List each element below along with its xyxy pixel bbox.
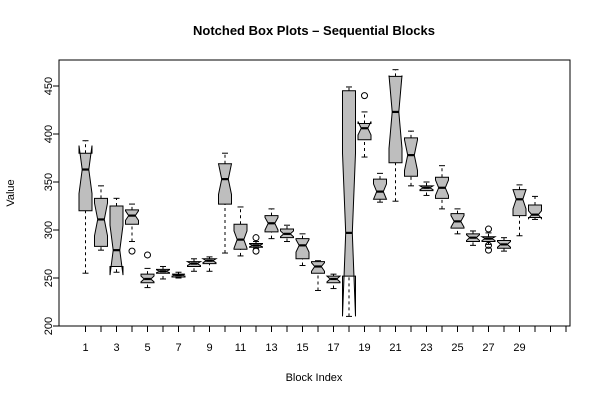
x-tick-label: 5 <box>144 342 150 354</box>
x-tick-label: 9 <box>206 342 212 354</box>
outlier-point <box>485 241 492 249</box>
y-tick-label: 400 <box>43 125 55 143</box>
x-tick-label: 27 <box>482 342 494 354</box>
notched-box <box>94 197 108 247</box>
y-axis-label: Value <box>5 179 17 206</box>
x-tick-label: 25 <box>451 342 463 354</box>
x-tick-label: 7 <box>175 342 181 354</box>
box-25 <box>450 208 465 235</box>
x-tick-label: 11 <box>235 342 246 354</box>
box-23 <box>418 181 435 196</box>
notched-box <box>404 137 418 177</box>
x-tick-label: 1 <box>82 342 88 354</box>
box-10 <box>217 152 233 254</box>
plot-area-frame <box>58 59 571 327</box>
box-3 <box>109 197 124 276</box>
x-axis-label: Block Index <box>286 372 343 384</box>
box-29 <box>512 184 527 237</box>
box-24 <box>435 165 449 210</box>
box-13 <box>264 208 279 240</box>
notched-box <box>217 163 233 205</box>
box-28 <box>497 237 511 252</box>
box-20 <box>372 172 388 203</box>
x-tick-label: 17 <box>327 342 339 354</box>
box-5 <box>140 251 155 289</box>
chart-title: Notched Box Plots – Sequential Blocks <box>193 23 435 38</box>
notched-box <box>233 223 248 250</box>
outlier-point <box>252 247 260 255</box>
outlier-point <box>485 225 492 233</box>
outlier-point <box>361 92 368 100</box>
box-7 <box>171 271 186 279</box>
box-4 <box>125 203 139 255</box>
notched-box <box>125 209 139 225</box>
notched-box <box>357 121 372 141</box>
box-17 <box>325 273 342 290</box>
x-tick-label: 19 <box>358 342 370 354</box>
notched-box <box>78 145 93 212</box>
box-15 <box>295 233 310 267</box>
box-27 <box>480 225 497 254</box>
notched-box <box>388 75 403 164</box>
notched-box <box>372 178 388 200</box>
notched-box <box>342 90 356 317</box>
y-tick-label: 350 <box>43 173 55 191</box>
box-18 <box>342 86 356 317</box>
x-tick-label: 15 <box>296 342 308 354</box>
outlier-point <box>144 251 151 259</box>
box-30 <box>528 195 542 220</box>
box-9 <box>201 256 218 272</box>
box-21 <box>388 69 403 202</box>
x-axis: 1 3 5 7 9 11 13 15 17 19 21 23 25 27 29 <box>82 325 567 354</box>
notched-box <box>295 238 310 260</box>
box-2 <box>94 185 108 251</box>
x-tick-label: 21 <box>389 342 401 354</box>
box-8 <box>185 258 203 272</box>
box-11 <box>233 206 248 257</box>
outlier-point <box>252 234 260 242</box>
x-tick-label: 3 <box>113 342 119 354</box>
box-6 <box>156 265 170 280</box>
box-16 <box>311 260 325 291</box>
y-tick-label: 250 <box>43 269 55 287</box>
notched-box <box>109 205 124 276</box>
notched-box <box>528 204 542 220</box>
x-tick-label: 23 <box>420 342 432 354</box>
box-14 <box>280 224 294 243</box>
y-axis: 200 250 300 350 400 450 <box>43 77 60 335</box>
notched-box <box>512 189 527 217</box>
box-series <box>78 69 542 317</box>
y-tick-label: 300 <box>43 221 55 239</box>
outlier-point <box>128 247 136 255</box>
x-tick-label: 29 <box>513 342 525 354</box>
outlier-point <box>485 246 492 254</box>
box-1 <box>78 140 93 274</box>
y-tick-label: 200 <box>43 317 55 335</box>
box-26 <box>466 230 480 246</box>
y-tick-label: 450 <box>43 77 55 95</box>
box-19 <box>357 92 372 158</box>
x-tick-label: 13 <box>265 342 277 354</box>
box-22 <box>404 130 418 187</box>
box-12 <box>249 234 263 255</box>
